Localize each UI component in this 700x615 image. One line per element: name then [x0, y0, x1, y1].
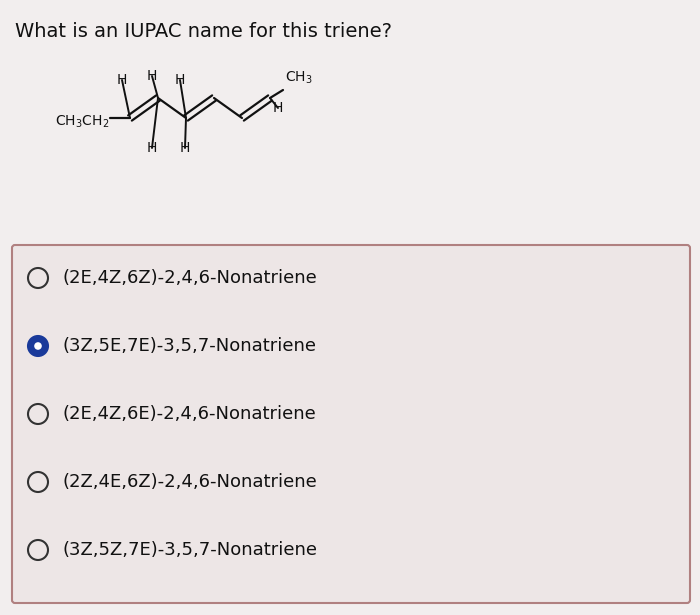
Text: (3Z,5E,7E)-3,5,7-Nonatriene: (3Z,5E,7E)-3,5,7-Nonatriene	[62, 337, 316, 355]
Text: H: H	[180, 141, 190, 155]
Text: (2E,4Z,6E)-2,4,6-Nonatriene: (2E,4Z,6E)-2,4,6-Nonatriene	[62, 405, 316, 423]
Text: H: H	[147, 69, 158, 83]
Text: H: H	[175, 73, 186, 87]
Text: (2Z,4E,6Z)-2,4,6-Nonatriene: (2Z,4E,6Z)-2,4,6-Nonatriene	[62, 473, 316, 491]
Text: H: H	[273, 101, 284, 115]
Text: H: H	[147, 141, 158, 155]
Circle shape	[34, 342, 42, 350]
Text: $\mathregular{CH_3}$: $\mathregular{CH_3}$	[285, 69, 313, 86]
FancyBboxPatch shape	[12, 245, 690, 603]
Text: (2E,4Z,6Z)-2,4,6-Nonatriene: (2E,4Z,6Z)-2,4,6-Nonatriene	[62, 269, 316, 287]
Text: (3Z,5Z,7E)-3,5,7-Nonatriene: (3Z,5Z,7E)-3,5,7-Nonatriene	[62, 541, 317, 559]
Circle shape	[28, 336, 48, 356]
Text: What is an IUPAC name for this triene?: What is an IUPAC name for this triene?	[15, 22, 392, 41]
Text: H: H	[117, 73, 127, 87]
Text: $\mathregular{CH_3CH_2}$: $\mathregular{CH_3CH_2}$	[55, 114, 109, 130]
